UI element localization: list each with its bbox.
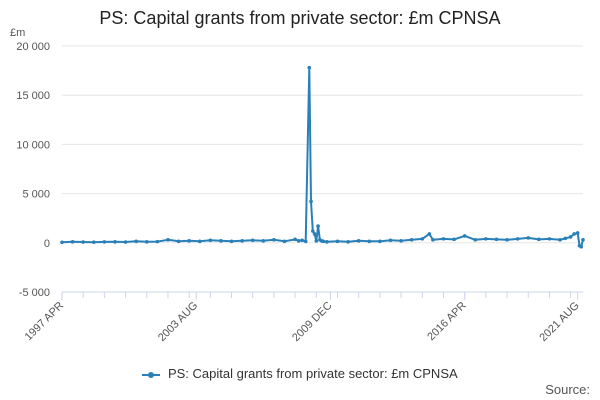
data-point [208, 238, 213, 243]
data-point [312, 232, 317, 236]
data-point [296, 239, 301, 243]
data-point [176, 239, 181, 244]
data-point [307, 65, 312, 70]
data-point [473, 238, 478, 242]
y-tick-label: 5 000 [22, 189, 50, 201]
chart-title: PS: Capital grants from private sector: … [99, 8, 501, 28]
x-tick-label: 2003 AUG [156, 300, 200, 344]
data-point [303, 239, 308, 244]
data-point [427, 232, 432, 236]
data-point [309, 199, 313, 204]
series-line [61, 66, 584, 248]
data-point [431, 238, 435, 242]
data-point [526, 236, 531, 240]
data-point [441, 237, 446, 241]
source-label: Source: [545, 382, 590, 397]
data-point [420, 237, 425, 241]
y-tick-label: 20 000 [16, 41, 50, 53]
legend[interactable]: PS: Capital grants from private sector: … [0, 366, 600, 381]
data-point [250, 238, 255, 243]
data-point [240, 239, 244, 243]
data-point [575, 231, 580, 235]
data-point [81, 240, 85, 244]
data-point [484, 237, 488, 241]
data-point [563, 236, 568, 241]
data-point [70, 240, 75, 244]
data-point [166, 238, 170, 242]
data-point [537, 237, 541, 242]
data-point [568, 235, 573, 239]
data-point [293, 237, 297, 242]
data-point [356, 239, 361, 243]
data-point [102, 240, 107, 244]
data-point [310, 229, 315, 233]
data-point [60, 240, 64, 245]
data-point [378, 239, 382, 244]
data-point [547, 237, 552, 241]
data-point [282, 239, 287, 244]
x-tick-label: 2021 AUG [537, 300, 581, 344]
data-point [300, 238, 304, 243]
data-point [144, 240, 149, 244]
x-tick-label: 1997 APR [23, 300, 67, 344]
data-point [462, 234, 467, 238]
data-point [134, 239, 138, 244]
x-tick-label: 2016 APR [425, 300, 469, 344]
data-point [123, 240, 128, 244]
data-point [579, 244, 584, 249]
data-point [113, 240, 117, 244]
data-point [388, 238, 393, 243]
data-point [261, 239, 266, 243]
data-point [581, 238, 585, 242]
data-point [155, 239, 160, 244]
data-point [197, 239, 202, 244]
data-point [409, 238, 414, 242]
data-point [316, 224, 320, 228]
y-tick-label: 15 000 [16, 90, 50, 102]
data-point [314, 239, 319, 243]
data-point [325, 240, 329, 244]
x-tick-label: 2009 DEC [290, 300, 334, 344]
legend-label: PS: Capital grants from private sector: … [167, 366, 458, 381]
y-tick-label: 0 [44, 238, 50, 250]
data-point [346, 240, 350, 244]
data-point [572, 232, 576, 236]
data-point [91, 240, 96, 245]
data-point [452, 237, 456, 242]
legend-swatch [142, 371, 161, 378]
data-point [219, 239, 223, 243]
y-axis-unit-label: £m [10, 27, 25, 39]
y-tick-label: 10 000 [16, 139, 50, 151]
data-point [505, 238, 509, 242]
data-point [321, 239, 326, 244]
y-tick-label: -5 000 [19, 287, 50, 299]
data-point [272, 238, 276, 242]
data-point [229, 239, 234, 244]
data-point [494, 237, 499, 242]
data-point [335, 239, 340, 244]
data-point [515, 237, 520, 241]
data-point [367, 239, 372, 244]
data-point [558, 238, 562, 242]
data-point [399, 239, 403, 243]
data-point [187, 239, 191, 243]
